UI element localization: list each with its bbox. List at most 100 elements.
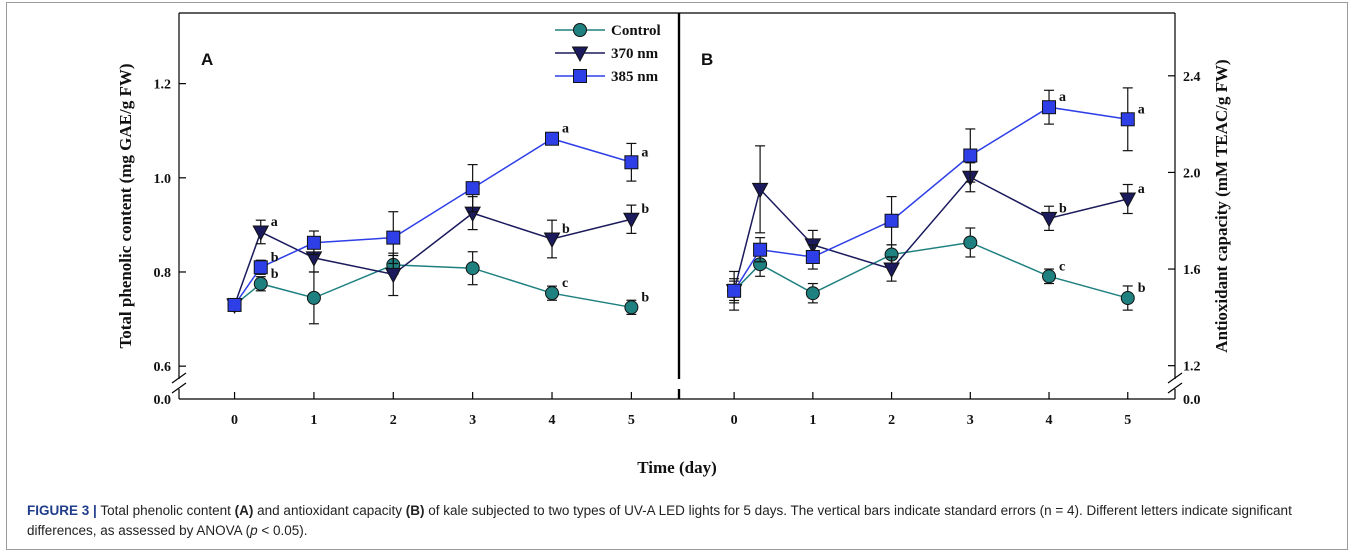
caption-part-4: (B)	[405, 503, 425, 518]
data-point	[1040, 211, 1058, 228]
y-tick-label: 2.4	[1183, 70, 1201, 85]
data-point	[727, 283, 742, 298]
series-line	[234, 264, 632, 309]
caption-part-3: and antioxidant capacity	[253, 503, 406, 518]
data-point	[805, 249, 820, 264]
series-line	[233, 137, 632, 306]
legend-marker	[571, 46, 589, 63]
figure-frame: 0.6 0.8 1.0 1.2 0.0 0 1 2 3 4 5 A Total phenolic con…	[6, 2, 1348, 550]
data-point	[1042, 269, 1057, 284]
data-point	[884, 213, 899, 228]
figure-caption: FIGURE 3 | Total phenolic content (A) an…	[27, 501, 1347, 541]
data-point	[465, 261, 480, 276]
data-point	[623, 212, 640, 229]
x-tick-label: 5	[628, 413, 635, 428]
data-point	[386, 230, 401, 245]
series-nm370: ba	[725, 145, 1145, 304]
x-tick-label: 0	[231, 413, 238, 428]
significance-label: a	[641, 145, 648, 160]
axis-break-mark	[1167, 372, 1183, 384]
figure-chart: 0.6 0.8 1.0 1.2 0.0 0 1 2 3 4 5 A Total phenolic con…	[116, 12, 1231, 477]
data-point	[253, 260, 268, 275]
y-break-label: 0.0	[154, 393, 172, 408]
significance-label: a	[1138, 182, 1145, 197]
significance-label: a	[1059, 90, 1066, 105]
significance-label: b	[641, 290, 649, 305]
series-line	[733, 176, 1128, 291]
data-point	[1120, 112, 1135, 127]
legend-label: 385 nm	[611, 69, 659, 85]
data-point	[751, 182, 769, 199]
significance-label: b	[271, 250, 279, 265]
data-point	[1119, 192, 1137, 209]
x-tick-label: 1	[310, 413, 317, 428]
series-nm385: aa	[727, 87, 1145, 311]
y-axis-label: Total phenolic content (mg GAE/g FW)	[116, 63, 135, 348]
panel-a: 0.6 0.8 1.0 1.2 0.0 0 1 2 3 4 5 A Total phenolic con…	[116, 12, 681, 428]
axis-break-mark	[171, 382, 187, 394]
y-tick-label: 1.2	[154, 78, 172, 93]
data-point	[543, 232, 561, 249]
panel-label: A	[201, 50, 213, 69]
panel-b: 1.2 1.6 2.0 2.4 0.0 0 1 2 3 4 5 B Antioxidant capaci…	[677, 12, 1231, 428]
legend-marker	[573, 69, 587, 83]
series-control: b c b	[227, 251, 649, 325]
data-point	[545, 131, 560, 146]
x-tick-label: 0	[731, 413, 738, 428]
data-point	[1042, 100, 1057, 115]
data-point	[805, 286, 820, 301]
data-point	[252, 225, 270, 242]
data-point	[624, 300, 639, 315]
data-point	[465, 181, 480, 196]
y-axis-label: Antioxidant capacity (mM TEAC/g FW)	[1212, 59, 1231, 352]
y-tick-label: 1.2	[1183, 360, 1201, 375]
data-point	[253, 276, 268, 291]
x-axis-label: Time (day)	[637, 458, 717, 477]
legend-marker	[573, 23, 587, 37]
data-point	[963, 235, 978, 250]
x-tick-label: 2	[390, 413, 397, 428]
data-point	[384, 267, 402, 284]
x-tick-label: 3	[967, 413, 974, 428]
x-tick-label: 2	[888, 413, 895, 428]
series-line	[733, 106, 1128, 292]
caption-part-2: (A)	[234, 503, 254, 518]
significance-label: b	[1059, 201, 1067, 216]
series-nm370: a bb	[226, 196, 649, 315]
axis-break-mark	[171, 372, 187, 384]
caption-part-1: Total phenolic content	[100, 503, 235, 518]
y-tick-label: 2.0	[1183, 166, 1201, 181]
series-nm385: b a a	[227, 122, 648, 312]
data-point	[545, 286, 560, 301]
legend-label: Control	[611, 23, 661, 39]
data-point	[306, 290, 321, 305]
significance-label: b	[641, 202, 649, 217]
significance-label: a	[1138, 102, 1145, 117]
x-tick-label: 5	[1124, 413, 1131, 428]
caption-label: FIGURE 3 |	[27, 503, 97, 518]
data-point	[306, 235, 321, 250]
caption-part-5: of kale subjected to two types of UV-A L…	[27, 503, 1292, 538]
x-tick-label: 1	[809, 413, 816, 428]
axis-break-mark	[1167, 382, 1183, 394]
significance-label: c	[1059, 259, 1065, 274]
panel-label: B	[701, 50, 713, 69]
significance-label: a	[562, 122, 569, 137]
series-line	[233, 212, 632, 306]
legend: Control 370 nm 385 nm	[555, 23, 661, 85]
significance-label: b	[1138, 281, 1146, 296]
significance-label: b	[271, 267, 279, 282]
series-line	[733, 241, 1128, 299]
data-point	[883, 262, 900, 279]
x-tick-label: 3	[469, 413, 476, 428]
series-control: cb	[727, 227, 1146, 311]
x-tick-label: 4	[549, 413, 556, 428]
legend-label: 370 nm	[611, 46, 659, 62]
data-point	[753, 242, 768, 257]
x-tick-label: 4	[1046, 413, 1053, 428]
caption-part-7: < 0.05).	[257, 523, 308, 538]
data-point	[963, 148, 978, 163]
significance-label: c	[562, 276, 568, 291]
data-point	[227, 297, 242, 312]
data-point	[1120, 291, 1135, 306]
